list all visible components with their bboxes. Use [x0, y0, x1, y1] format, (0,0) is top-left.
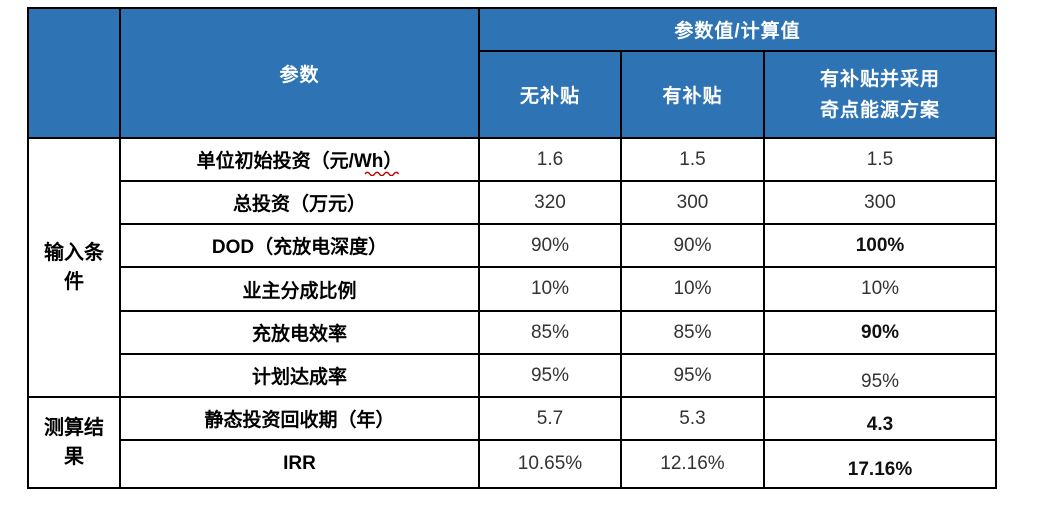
header-scenario-subsidy-singularity-label: 有补贴并采用奇点能源方案 — [820, 68, 941, 121]
value-cell: 10% — [478, 266, 622, 312]
group-input-conditions-label: 输入条件 — [44, 241, 104, 293]
value-cell: 5.3 — [620, 396, 765, 441]
value-cell: 320 — [478, 180, 622, 225]
param-label: DOD（充放电深度） — [119, 223, 480, 268]
value-cell: 1.6 — [478, 137, 622, 182]
param-label: 业主分成比例 — [119, 266, 480, 312]
value-cell: 90% — [620, 223, 765, 268]
param-label: 充放电效率 — [119, 310, 480, 355]
value-cell: 300 — [620, 180, 765, 225]
param-label: 静态投资回收期（年） — [119, 396, 480, 441]
value-cell: 300 — [762, 180, 998, 225]
value-cell: 85% — [620, 310, 765, 355]
header-parameter: 参数 — [119, 7, 480, 139]
value-cell: 10.65% — [478, 439, 622, 489]
param-label: 总投资（万元） — [119, 180, 480, 225]
value-cell-highlighted: 90% — [762, 310, 998, 355]
value-cell: 95% — [478, 353, 622, 398]
parameter-table: 参数 参数值/计算值 无补贴 有补贴 有补贴并采用奇点能源方案 输入条件 单位初… — [27, 7, 998, 489]
value-cell: 90% — [478, 223, 622, 268]
param-label: 单位初始投资（元/Wh） — [119, 137, 480, 182]
param-label-text: 单位初始投资（元/Wh） — [196, 151, 403, 172]
group-input-conditions: 输入条件 — [27, 137, 121, 398]
value-cell: 95% — [620, 353, 765, 398]
value-cell: 1.5 — [762, 137, 998, 182]
value-cell: 5.7 — [478, 396, 622, 441]
value-cell: 85% — [478, 310, 622, 355]
corner-cell — [27, 7, 121, 139]
header-scenario-no-subsidy: 无补贴 — [478, 50, 622, 139]
param-label: IRR — [119, 439, 480, 489]
group-calculation-results: 测算结果 — [27, 396, 121, 489]
group-calculation-results-label: 测算结果 — [44, 416, 104, 468]
value-cell: 12.16% — [620, 439, 765, 489]
value-cell: 10% — [762, 266, 998, 312]
header-scenario-with-subsidy: 有补贴 — [620, 50, 765, 139]
header-scenario-subsidy-singularity: 有补贴并采用奇点能源方案 — [762, 50, 998, 139]
value-cell-highlighted: 4.3 — [762, 396, 998, 441]
value-cell: 1.5 — [620, 137, 765, 182]
value-cell: 10% — [620, 266, 765, 312]
value-cell: 95% — [762, 353, 998, 398]
value-cell-highlighted: 100% — [762, 223, 998, 268]
header-parameter-values: 参数值/计算值 — [477, 7, 998, 52]
value-cell-highlighted: 17.16% — [762, 439, 998, 489]
param-label: 计划达成率 — [119, 353, 480, 398]
